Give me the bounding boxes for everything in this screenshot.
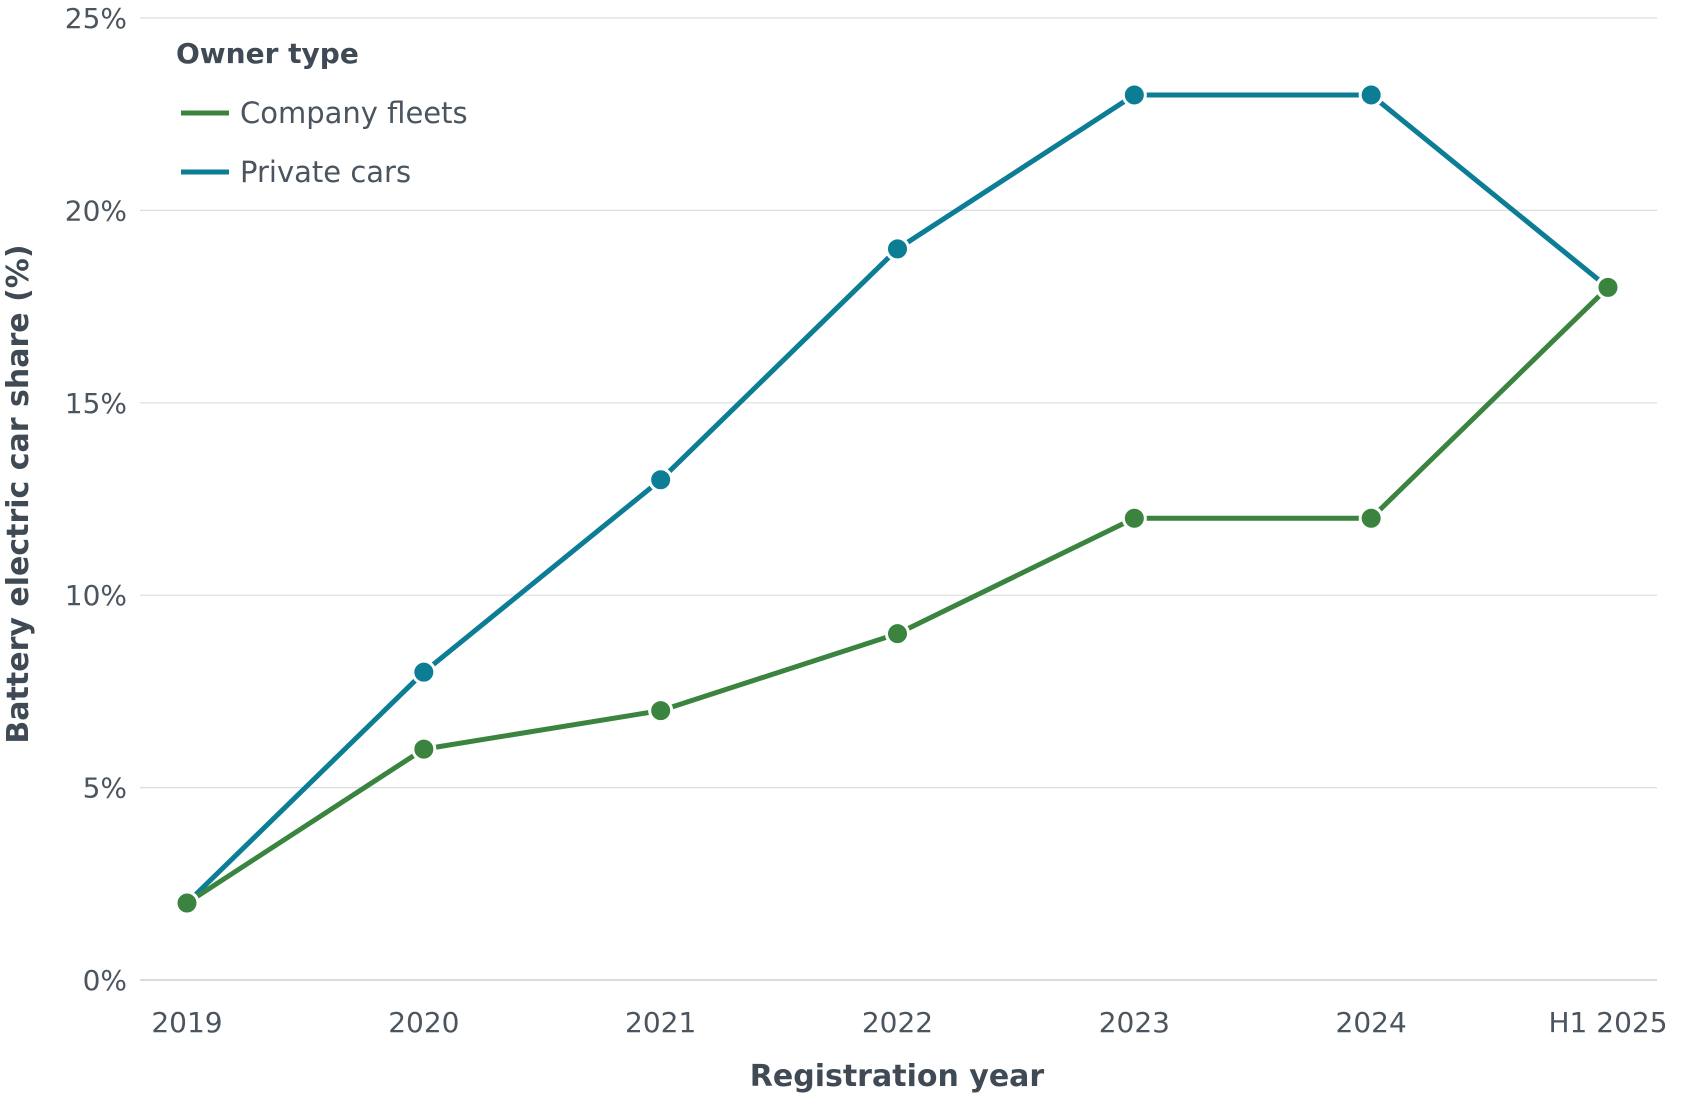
data-point-private-cars xyxy=(885,236,910,262)
x-tick-label: 2020 xyxy=(388,1006,459,1039)
data-point-company-fleets xyxy=(1121,505,1147,531)
series-lines xyxy=(184,92,1611,906)
data-point-company-fleets xyxy=(1595,274,1621,300)
data-point-company-fleets xyxy=(885,621,910,647)
data-point-private-cars xyxy=(411,659,437,685)
y-tick-label: 0% xyxy=(83,964,127,997)
legend-title: Owner type xyxy=(176,37,359,70)
x-tick-label: 2023 xyxy=(1099,1006,1170,1039)
y-tick-label: 15% xyxy=(65,387,127,420)
data-point-company-fleets xyxy=(174,890,200,916)
y-tick-label: 5% xyxy=(83,772,127,805)
series-points xyxy=(174,82,1621,916)
x-tick-label: H1 2025 xyxy=(1548,1006,1667,1039)
y-tick-label: 20% xyxy=(65,194,127,227)
x-tick-label: 2021 xyxy=(625,1006,696,1039)
y-axis-title: Battery electric car share (%) xyxy=(1,244,36,743)
x-tick-labels: 2019 2020 2021 2022 2023 2024 H1 2025 xyxy=(151,1006,1667,1039)
data-point-private-cars xyxy=(648,467,674,493)
data-point-company-fleets xyxy=(1358,505,1384,531)
x-tick-label: 2019 xyxy=(151,1006,222,1039)
x-tick-label: 2022 xyxy=(862,1006,933,1039)
y-tick-labels: 0% 5% 10% 15% 20% 25% xyxy=(65,2,127,997)
y-tick-label: 10% xyxy=(65,579,127,612)
x-tick-label: 2024 xyxy=(1336,1006,1407,1039)
legend-label-company-fleets: Company fleets xyxy=(240,96,468,130)
x-axis-title: Registration year xyxy=(750,1059,1045,1094)
data-point-company-fleets xyxy=(648,698,674,724)
legend-label-private-cars: Private cars xyxy=(240,155,411,189)
gridlines xyxy=(140,17,1657,981)
y-tick-label: 25% xyxy=(65,2,127,35)
data-point-private-cars xyxy=(1358,82,1384,108)
legend: Owner type Company fleets Private cars xyxy=(176,37,468,189)
data-point-private-cars xyxy=(1121,82,1147,108)
series-line-private-cars xyxy=(184,92,1611,906)
data-point-company-fleets xyxy=(411,736,437,762)
